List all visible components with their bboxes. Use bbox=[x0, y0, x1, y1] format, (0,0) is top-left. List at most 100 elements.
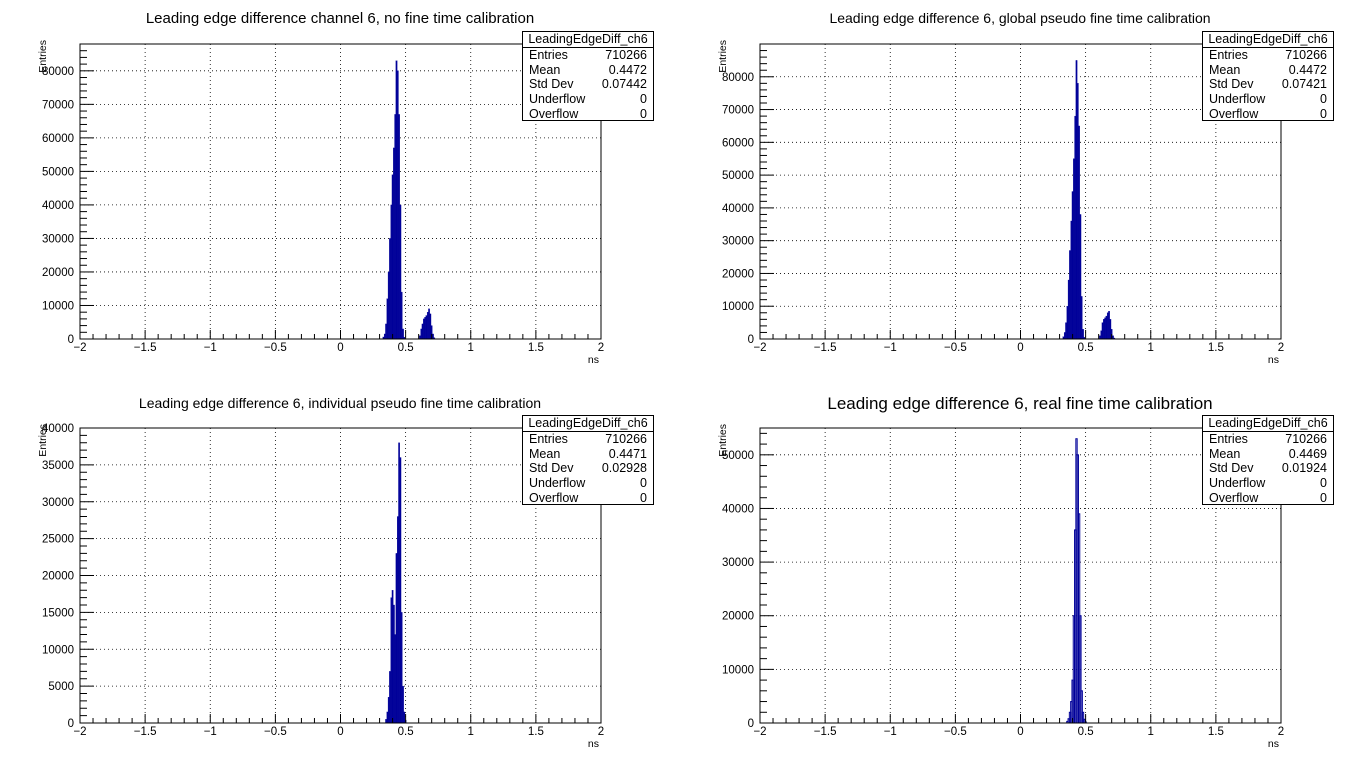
histogram-bin bbox=[390, 204, 393, 340]
histogram-bin bbox=[425, 315, 428, 340]
stats-std-dev-value: 0.01924 bbox=[1281, 461, 1327, 476]
x-tick-label: 1 bbox=[468, 342, 474, 354]
histogram-bin bbox=[1079, 214, 1082, 340]
x-tick-label: 1.5 bbox=[528, 342, 544, 354]
histogram-bin bbox=[421, 323, 424, 340]
y-tick-label: 40000 bbox=[42, 423, 74, 435]
histogram-bin bbox=[428, 308, 430, 340]
histogram-bin bbox=[399, 204, 402, 340]
stats-row-std-dev: Std Dev 0.07421 bbox=[1209, 77, 1327, 92]
histogram-bin bbox=[387, 271, 390, 340]
x-tick-label: 1 bbox=[1148, 342, 1154, 354]
histogram-bin bbox=[402, 328, 404, 340]
stats-row-mean: Mean 0.4472 bbox=[1209, 62, 1327, 77]
histogram-bin bbox=[399, 457, 402, 724]
histogram-bin bbox=[1100, 330, 1103, 340]
y-tick-label: 0 bbox=[748, 334, 754, 346]
x-axis-title: ns bbox=[1268, 738, 1279, 750]
histogram-pad-no-calibration: Leading edge difference channel 6, no fi… bbox=[0, 0, 680, 384]
histogram-bin bbox=[1080, 296, 1083, 340]
histogram-pad-individual-pseudo: Leading edge difference 6, individual ps… bbox=[0, 384, 680, 768]
x-tick-label: 0.5 bbox=[398, 342, 414, 354]
y-axis-title: Entries bbox=[37, 40, 49, 73]
histogram-bin bbox=[1106, 312, 1109, 340]
stats-entries-value: 710266 bbox=[605, 48, 647, 62]
histogram-bin bbox=[1066, 306, 1069, 340]
stats-row-overflow: Overflow 0 bbox=[529, 490, 647, 505]
y-tick-label: 0 bbox=[68, 718, 74, 730]
x-tick-label: −0.5 bbox=[264, 726, 287, 738]
stats-mean-value: 0.4471 bbox=[608, 446, 647, 461]
x-tick-label: 1.5 bbox=[1208, 726, 1224, 738]
stats-box: LeadingEdgeDiff_ch6 Entries 710266 Mean 0.… bbox=[1202, 415, 1334, 505]
y-tick-label: 80000 bbox=[42, 66, 74, 78]
x-tick-label: 1 bbox=[468, 726, 474, 738]
histogram-bin bbox=[1104, 317, 1106, 340]
histogram-bin bbox=[402, 685, 404, 724]
stats-row-overflow: Overflow 0 bbox=[1209, 106, 1327, 121]
y-tick-label: 10000 bbox=[42, 300, 74, 312]
stats-row-entries: Entries 710266 bbox=[529, 432, 647, 446]
histogram-bin bbox=[1069, 250, 1071, 340]
histogram-bin bbox=[391, 174, 394, 340]
x-tick-label: −1.5 bbox=[814, 342, 837, 354]
stats-box: LeadingEdgeDiff_ch6 Entries 710266 Mean 0.… bbox=[1202, 31, 1334, 121]
histogram-bin bbox=[385, 323, 387, 340]
histogram-bin bbox=[393, 147, 395, 340]
histogram-bin bbox=[419, 335, 421, 340]
x-tick-label: −1 bbox=[884, 342, 897, 354]
histogram-bin bbox=[389, 671, 391, 724]
stats-underflow-value: 0 bbox=[1320, 92, 1327, 107]
x-tick-label: 0 bbox=[1017, 342, 1023, 354]
stats-histogram-name: LeadingEdgeDiff_ch6 bbox=[523, 32, 653, 48]
histogram-bin bbox=[398, 114, 400, 340]
histogram-bin bbox=[397, 70, 399, 340]
stats-row-underflow: Underflow 0 bbox=[1209, 92, 1327, 107]
stats-row-mean: Mean 0.4472 bbox=[529, 62, 647, 77]
histogram-bin bbox=[1077, 83, 1079, 340]
histogram-bin bbox=[426, 312, 429, 340]
stats-row-overflow: Overflow 0 bbox=[1209, 490, 1327, 505]
histogram-bin bbox=[1109, 319, 1112, 340]
stats-row-entries: Entries 710266 bbox=[1209, 48, 1327, 62]
y-tick-label: 70000 bbox=[722, 105, 754, 117]
y-tick-label: 50000 bbox=[722, 450, 754, 462]
y-tick-label: 30000 bbox=[722, 236, 754, 248]
pad-title: Leading edge difference 6, global pseudo… bbox=[829, 10, 1211, 26]
y-tick-label: 50000 bbox=[42, 166, 74, 178]
stats-overflow-value: 0 bbox=[640, 490, 647, 505]
y-tick-label: 40000 bbox=[42, 200, 74, 212]
y-tick-label: 70000 bbox=[42, 99, 74, 111]
histogram-bin bbox=[389, 238, 391, 340]
histogram-bin bbox=[429, 313, 432, 340]
y-tick-label: 10000 bbox=[722, 301, 754, 313]
y-tick-label: 40000 bbox=[722, 503, 754, 515]
histogram-bin bbox=[398, 442, 400, 724]
y-tick-label: 20000 bbox=[42, 571, 74, 583]
stats-row-std-dev: Std Dev 0.02928 bbox=[529, 461, 647, 476]
stats-histogram-name: LeadingEdgeDiff_ch6 bbox=[1203, 416, 1333, 432]
stats-row-entries: Entries 710266 bbox=[1209, 432, 1327, 446]
x-tick-label: −2 bbox=[73, 726, 86, 738]
x-tick-label: 2 bbox=[1278, 726, 1284, 738]
histogram-bin bbox=[1105, 315, 1108, 340]
stats-std-dev-value: 0.02928 bbox=[601, 461, 647, 476]
x-tick-label: −1 bbox=[884, 726, 897, 738]
histogram-bin bbox=[395, 553, 398, 724]
stats-histogram-name: LeadingEdgeDiff_ch6 bbox=[523, 416, 653, 432]
histogram-bin bbox=[1063, 332, 1066, 340]
histogram-bin bbox=[1071, 191, 1074, 340]
y-axis-title: Entries bbox=[37, 424, 49, 457]
x-tick-label: −0.5 bbox=[264, 342, 287, 354]
x-tick-label: 2 bbox=[598, 342, 604, 354]
y-tick-label: 60000 bbox=[42, 133, 74, 145]
stats-row-underflow: Underflow 0 bbox=[529, 92, 647, 107]
stats-std-dev-value: 0.07421 bbox=[1281, 77, 1327, 92]
histogram-svg: −2 −1.5 −1 −0.5 0 0.5 1 1.5 2 0 5000 10000 15000 2000… bbox=[37, 423, 604, 750]
y-tick-label: 60000 bbox=[722, 137, 754, 149]
x-axis-title: ns bbox=[1268, 354, 1279, 366]
x-tick-label: −2 bbox=[73, 342, 86, 354]
histogram-bin bbox=[394, 114, 397, 340]
histogram-svg: −2 −1.5 −1 −0.5 0 0.5 1 1.5 2 0 10000 20000 30000 400… bbox=[717, 424, 1284, 750]
histogram-bin bbox=[391, 590, 394, 724]
